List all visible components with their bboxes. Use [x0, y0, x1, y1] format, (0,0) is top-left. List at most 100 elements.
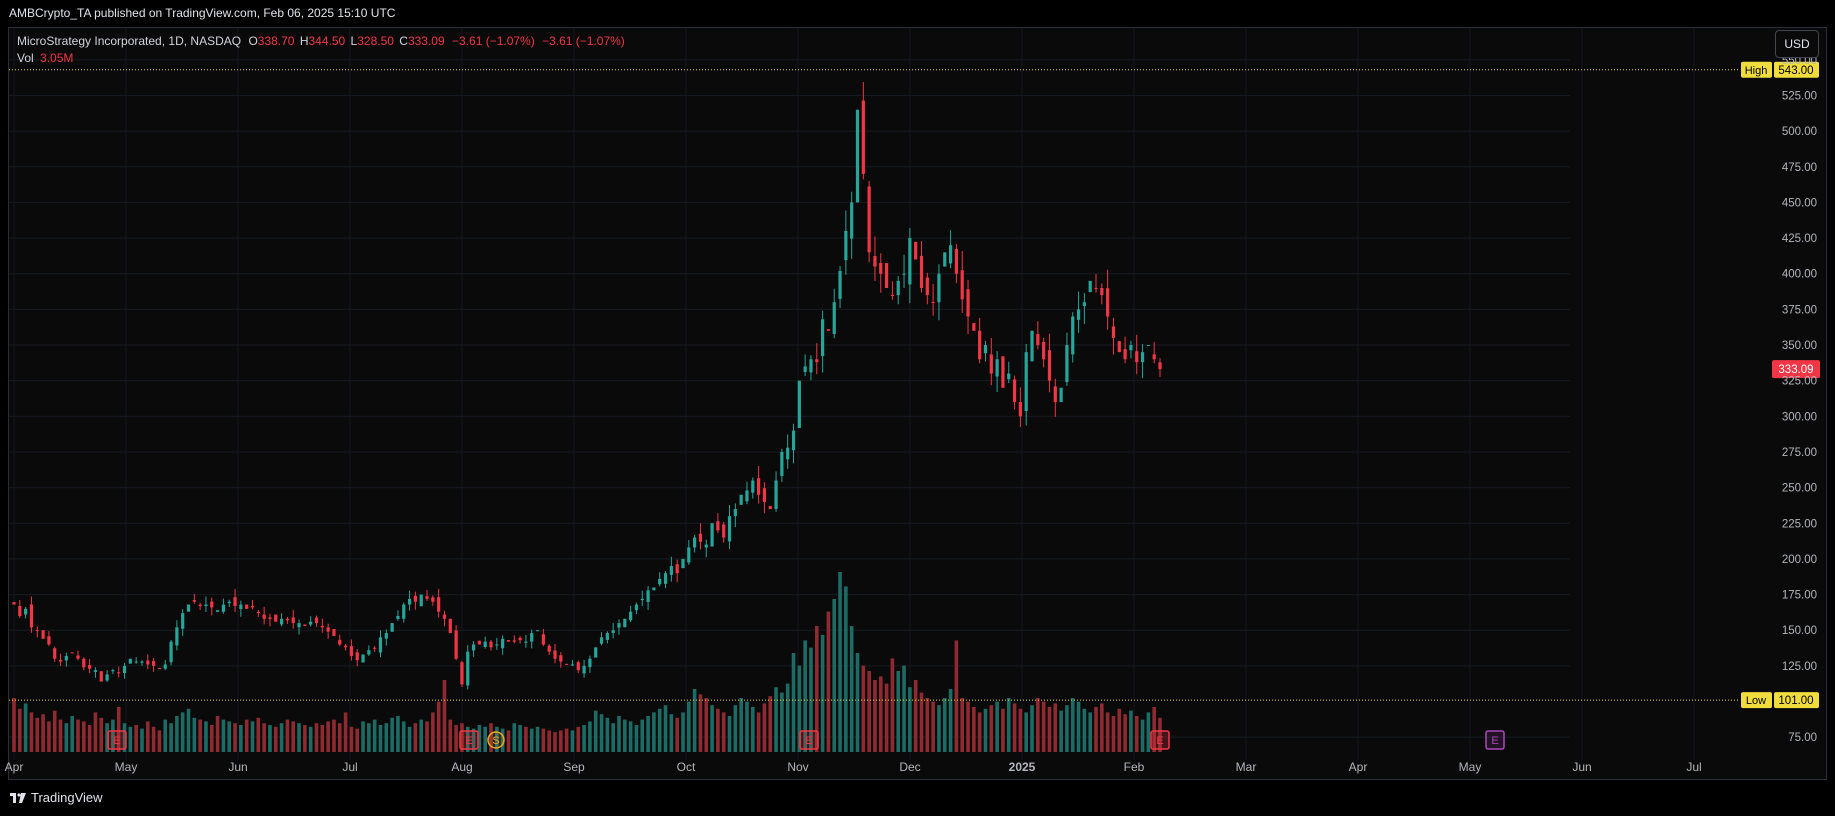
candle-body	[983, 345, 988, 354]
candle-body	[978, 330, 982, 360]
candle-body	[611, 630, 615, 634]
currency-button[interactable]: USD	[1775, 30, 1819, 58]
candle-body	[471, 644, 476, 651]
volume-bar	[343, 712, 348, 752]
candle-body	[181, 613, 185, 629]
candle-body	[1036, 333, 1040, 346]
candle-body	[1030, 330, 1034, 362]
candle-body	[99, 671, 103, 682]
volume-bar	[401, 721, 406, 752]
marker-letter: E	[1156, 735, 1163, 747]
candle-body	[35, 630, 39, 632]
price-tick-label: 75.00	[1788, 732, 1817, 744]
candle-body	[658, 578, 662, 585]
candle-body	[553, 650, 557, 659]
volume-bar	[1134, 716, 1139, 752]
volume-bar	[611, 723, 615, 752]
volume-bar	[640, 719, 645, 752]
candle-body	[216, 610, 220, 612]
candle-body	[925, 277, 929, 296]
candle-body	[128, 658, 132, 664]
volume-bar	[239, 725, 243, 752]
candle-body	[291, 617, 295, 624]
candle-body	[279, 618, 284, 625]
volume-bar	[890, 658, 895, 752]
time-tick-label: Jun	[1572, 760, 1591, 774]
symbol-title[interactable]: MicroStrategy Incorporated, 1D, NASDAQ	[17, 34, 242, 48]
candle-body	[826, 329, 831, 331]
earnings-marker-icon[interactable]: E	[799, 730, 819, 750]
time-tick-label: Nov	[787, 760, 808, 774]
candle-body	[396, 615, 400, 619]
candle-body	[152, 661, 156, 666]
candle-body	[646, 590, 650, 602]
candle-body	[29, 604, 34, 628]
earnings-marker-icon[interactable]: E	[1150, 730, 1170, 750]
volume-bar	[652, 712, 656, 752]
marker-shape	[1150, 730, 1170, 750]
volume-bar	[908, 687, 912, 752]
volume-bar	[942, 698, 947, 752]
candle-body	[838, 270, 842, 299]
candle-body	[256, 611, 260, 614]
volume-bar	[972, 707, 976, 752]
candle-body	[582, 665, 586, 674]
candle-body	[791, 430, 796, 451]
candle-body	[274, 614, 278, 622]
candle-body	[146, 660, 150, 665]
candle-body	[390, 623, 394, 632]
candle-body	[88, 665, 92, 669]
candle-body	[338, 639, 342, 645]
volume-bar	[820, 635, 825, 752]
candle-body	[204, 604, 208, 606]
volume-bar	[116, 707, 121, 752]
candle-body	[93, 670, 98, 673]
volume-bar	[192, 717, 197, 752]
earnings-marker-icon[interactable]: E	[1485, 730, 1505, 750]
volume-bar	[1070, 698, 1075, 752]
candle-body	[954, 248, 958, 274]
candle-body	[774, 480, 778, 510]
candle-body	[1158, 362, 1162, 370]
published-text: AMBCrypto_TA published on TradingView.co…	[9, 6, 396, 20]
high-value: 344.50	[308, 34, 346, 48]
candle-body	[454, 630, 458, 659]
chart-frame[interactable]	[8, 27, 1827, 780]
time-axis: Apr May Jun Jul Aug Sep Oct Nov Dec 2025 Feb Mar Apr…	[5, 760, 1702, 774]
close-label: C	[399, 34, 408, 48]
volume-bar	[297, 723, 301, 752]
earnings-marker-icon[interactable]: E	[107, 730, 127, 750]
candle-body	[663, 573, 668, 584]
candle-body	[902, 273, 906, 275]
volume-bar	[687, 701, 691, 752]
candle-body	[989, 354, 993, 374]
tradingview-logo[interactable]: TradingView	[10, 790, 103, 805]
candle-body	[727, 516, 732, 542]
candle-body	[402, 604, 406, 619]
volume-bar	[634, 725, 639, 752]
high-tag-label: High	[1745, 65, 1768, 77]
volume-bar	[99, 717, 104, 752]
candle-body	[605, 633, 609, 640]
candle-body	[594, 647, 598, 658]
candle-body	[693, 537, 697, 548]
last-price-badge	[1772, 360, 1820, 379]
split-marker-icon[interactable]: S	[487, 731, 505, 749]
time-tick-label: Sep	[563, 760, 585, 774]
candle-body	[378, 637, 383, 653]
volume-bar	[960, 698, 965, 752]
volume-bar	[291, 721, 296, 752]
candle-body	[134, 661, 138, 663]
volume-bar	[1158, 717, 1162, 752]
candle-body	[70, 652, 74, 654]
volume-bar	[47, 721, 51, 752]
volume-bar	[1094, 707, 1098, 752]
candle-body	[384, 633, 388, 639]
volume-bar	[570, 730, 575, 752]
volume-bar	[826, 611, 831, 752]
earnings-marker-icon[interactable]: E	[459, 730, 479, 750]
marker-shape	[1485, 730, 1505, 750]
candle-body	[186, 604, 191, 612]
candle-body	[506, 640, 511, 642]
